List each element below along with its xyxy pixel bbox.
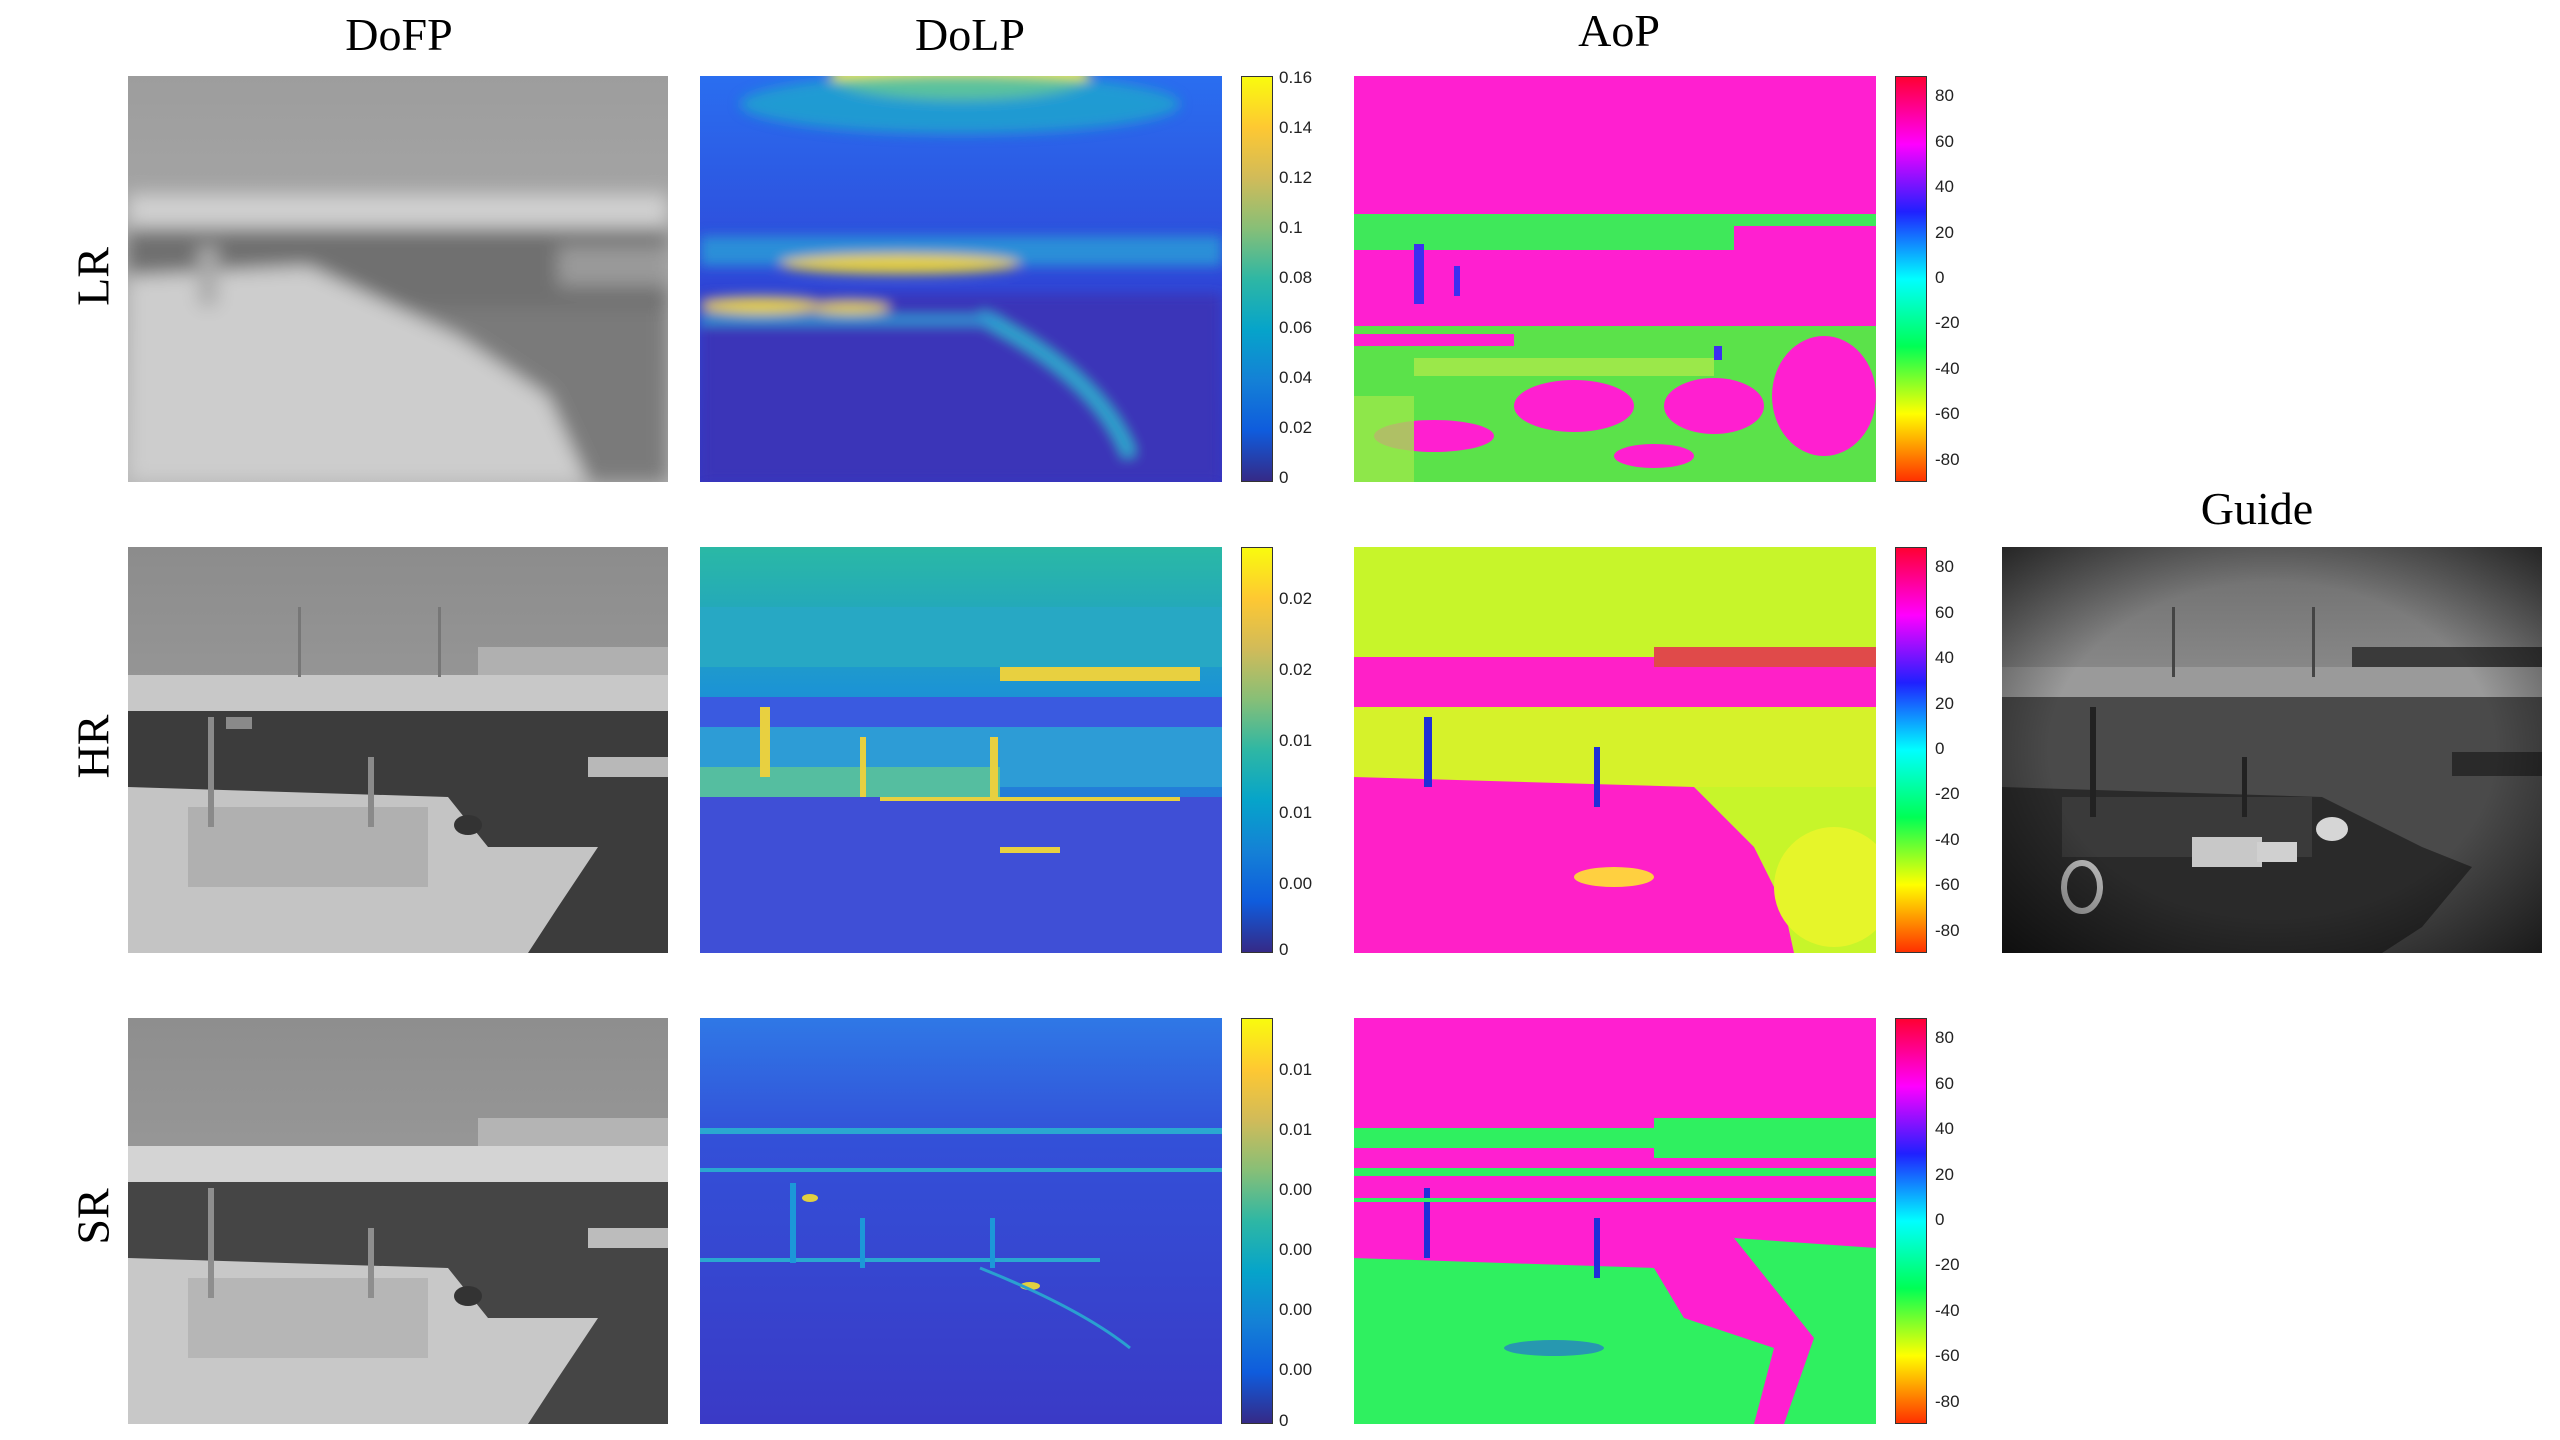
sr-dolp-colorbar-ticks: 0.01 0.01 0.00 0.00 0.00 0.00 0	[1273, 1018, 1333, 1430]
tick-label: 0.02	[1279, 660, 1313, 679]
hr-aop-colorbar	[1895, 547, 1927, 953]
tick-label: 40	[1935, 177, 1954, 196]
tick-label: 0.1	[1279, 218, 1303, 237]
sr-aop-image	[1354, 1018, 1876, 1424]
tick-label: 80	[1935, 86, 1954, 105]
lr-dolp-colorbar-ticks: 0.16 0.14 0.12 0.1 0.08 0.06 0.04 0.02 0	[1273, 68, 1333, 487]
tick-label: 0.00	[1279, 1360, 1313, 1379]
tick-label: 0.00	[1279, 1300, 1313, 1319]
tick-label: 0	[1935, 1210, 1945, 1229]
tick-label: 0.14	[1279, 118, 1313, 137]
tick-label: 60	[1935, 1074, 1954, 1093]
hr-dolp-image	[700, 547, 1222, 953]
tick-label: 0	[1935, 268, 1945, 287]
tick-label: 0.01	[1279, 1060, 1313, 1079]
row-label-hr: HR	[67, 714, 119, 779]
tick-label: -20	[1935, 1255, 1960, 1274]
tick-label: -40	[1935, 359, 1960, 378]
tick-label: 0	[1279, 940, 1289, 959]
tick-label: 0.01	[1279, 1120, 1313, 1139]
sr-aop-colorbar	[1895, 1018, 1927, 1424]
tick-label: 40	[1935, 648, 1954, 667]
tick-label: 20	[1935, 694, 1954, 713]
column-title-dofp: DoFP	[345, 9, 453, 60]
lr-aop-image	[1354, 76, 1876, 482]
tick-label: 0.02	[1279, 418, 1313, 437]
tick-label: 20	[1935, 223, 1954, 242]
tick-label: -60	[1935, 875, 1960, 894]
tick-label: 60	[1935, 603, 1954, 622]
sr-dolp-colorbar	[1241, 1018, 1273, 1424]
tick-label: -40	[1935, 1301, 1960, 1320]
tick-label: 0.01	[1279, 803, 1313, 822]
tick-label: 0.00	[1279, 1240, 1313, 1259]
tick-label: -80	[1935, 450, 1960, 469]
tick-label: -60	[1935, 404, 1960, 423]
guide-image	[2002, 547, 2542, 953]
hr-aop-image	[1354, 547, 1876, 953]
sr-aop-colorbar-ticks: 80 60 40 20 0 -20 -40 -60 -80	[1927, 1018, 1977, 1424]
hr-dolp-colorbar	[1241, 547, 1273, 953]
column-title-dolp: DoLP	[915, 9, 1025, 60]
sr-dofp-image	[128, 1018, 668, 1424]
tick-label: -20	[1935, 784, 1960, 803]
tick-label: 0.12	[1279, 168, 1313, 187]
tick-label: 0.04	[1279, 368, 1313, 387]
tick-label: 40	[1935, 1119, 1954, 1138]
tick-label: -80	[1935, 921, 1960, 940]
tick-label: -60	[1935, 1346, 1960, 1365]
tick-label: 0	[1279, 468, 1289, 487]
lr-dofp-image	[128, 76, 668, 482]
lr-dolp-image	[700, 76, 1222, 482]
sr-dolp-image	[700, 1018, 1222, 1424]
tick-label: 0.02	[1279, 589, 1313, 608]
tick-label: -40	[1935, 830, 1960, 849]
row-label-lr: LR	[67, 247, 119, 306]
column-title-guide: Guide	[2200, 483, 2314, 534]
tick-label: -20	[1935, 313, 1960, 332]
lr-aop-colorbar	[1895, 76, 1927, 482]
tick-label: 20	[1935, 1165, 1954, 1184]
row-label-sr: SR	[67, 1188, 119, 1245]
tick-label: 0.00	[1279, 874, 1313, 893]
tick-label: 0	[1279, 1411, 1289, 1430]
lr-dolp-colorbar	[1241, 76, 1273, 482]
hr-dolp-colorbar-ticks: 0.02 0.02 0.01 0.01 0.00 0	[1273, 547, 1333, 959]
tick-label: 0.01	[1279, 731, 1313, 750]
lr-aop-colorbar-ticks: 80 60 40 20 0 -20 -40 -60 -80	[1927, 76, 1977, 482]
tick-label: 0.08	[1279, 268, 1313, 287]
tick-label: 60	[1935, 132, 1954, 151]
hr-aop-colorbar-ticks: 80 60 40 20 0 -20 -40 -60 -80	[1927, 547, 1977, 953]
tick-label: 0	[1935, 739, 1945, 758]
tick-label: 80	[1935, 557, 1954, 576]
tick-label: 0.06	[1279, 318, 1313, 337]
tick-label: 0.00	[1279, 1180, 1313, 1199]
tick-label: 80	[1935, 1028, 1954, 1047]
column-title-aop: AoP	[1578, 5, 1660, 56]
tick-label: 0.16	[1279, 68, 1313, 87]
hr-dofp-image	[128, 547, 668, 953]
tick-label: -80	[1935, 1392, 1960, 1411]
